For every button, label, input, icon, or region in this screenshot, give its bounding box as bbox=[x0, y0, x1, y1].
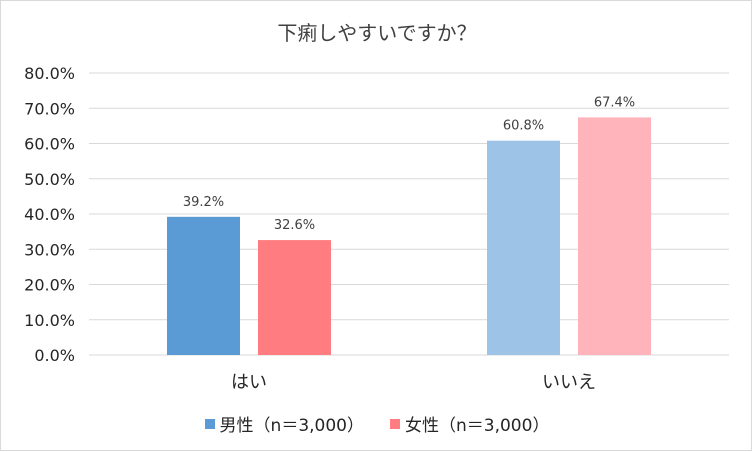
y-tick-label: 40.0% bbox=[24, 205, 75, 224]
legend-item: 女性（n＝3,000） bbox=[390, 411, 549, 436]
y-tick-label: 20.0% bbox=[24, 276, 75, 295]
y-tick-label: 80.0% bbox=[24, 64, 75, 83]
data-label: 32.6% bbox=[274, 218, 315, 233]
y-tick-label: 60.0% bbox=[24, 135, 75, 154]
bar bbox=[578, 117, 651, 355]
chart-title: 下痢しやすいですか？ bbox=[277, 21, 477, 45]
y-tick-label: 50.0% bbox=[24, 170, 75, 189]
bar bbox=[167, 216, 240, 355]
legend: 男性（n＝3,000） 女性（n＝3,000） bbox=[1, 411, 752, 436]
y-tick-label: 0.0% bbox=[34, 346, 75, 365]
bar bbox=[487, 140, 560, 355]
y-tick-label: 10.0% bbox=[24, 311, 75, 330]
y-tick-label: 70.0% bbox=[24, 99, 75, 118]
bar bbox=[258, 240, 331, 355]
data-label: 39.2% bbox=[183, 195, 224, 210]
y-tick-label: 30.0% bbox=[24, 240, 75, 259]
legend-label: 女性（n＝3,000） bbox=[405, 416, 550, 436]
legend-label: 男性（n＝3,000） bbox=[219, 416, 364, 436]
legend-swatch bbox=[204, 418, 215, 429]
legend-swatch bbox=[390, 418, 400, 429]
legend-item: 男性（n＝3,000） bbox=[204, 411, 364, 436]
data-label: 60.8% bbox=[503, 119, 544, 134]
x-tick-label: はい bbox=[231, 372, 267, 393]
x-tick-label: いいえ bbox=[542, 372, 596, 393]
data-label: 67.4% bbox=[594, 95, 635, 110]
